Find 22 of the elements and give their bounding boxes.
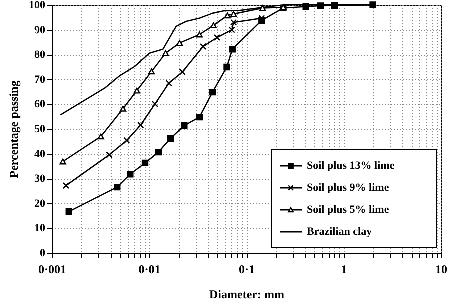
y-tick-label: 50 bbox=[34, 124, 46, 136]
legend-label: Soil plus 13% lime bbox=[307, 160, 395, 172]
y-tick-label: 90 bbox=[34, 24, 46, 36]
legend-label: Brazilian clay bbox=[307, 226, 373, 238]
y-tick-label: 60 bbox=[34, 98, 46, 111]
y-tick-label: 100 bbox=[29, 0, 46, 12]
legend-label: Soil plus 9% lime bbox=[307, 182, 390, 194]
y-tick-label: 80 bbox=[34, 49, 46, 62]
x-tick-label: 0·01 bbox=[138, 262, 161, 276]
y-tick-label: 0 bbox=[40, 248, 46, 260]
y-tick-label: 10 bbox=[34, 222, 46, 235]
y-axis-title: Percentage passing bbox=[7, 80, 21, 178]
y-tick-label: 70 bbox=[34, 74, 46, 86]
y-tick-label: 40 bbox=[34, 148, 46, 160]
x-tick-label: 0·1 bbox=[238, 262, 256, 276]
x-tick-label: 10 bbox=[436, 262, 448, 276]
y-tick-label: 30 bbox=[34, 173, 46, 186]
x-axis-title: Diameter: mm bbox=[210, 288, 284, 302]
y-tick-label: 20 bbox=[34, 198, 46, 210]
legend-label: Soil plus 5% lime bbox=[307, 204, 390, 216]
x-tick-label: 1 bbox=[341, 262, 348, 276]
x-tick-label: 0·001 bbox=[38, 262, 67, 276]
